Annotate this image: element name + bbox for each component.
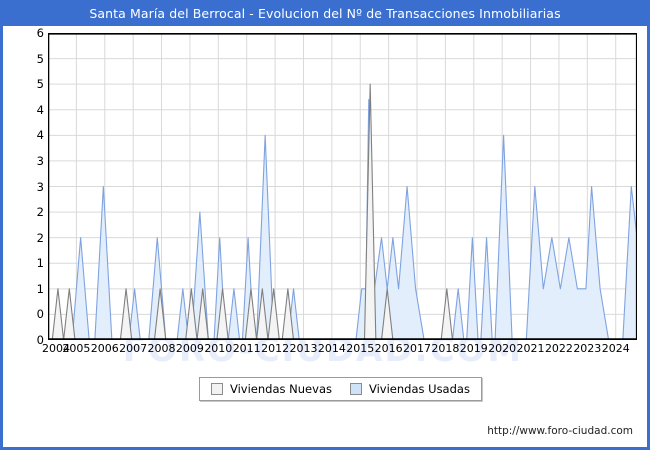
- x-axis-tick-label: 2017: [403, 342, 431, 355]
- x-axis-tick-label: 2018: [431, 342, 460, 355]
- x-axis-tick-label: 2005: [62, 342, 91, 355]
- y-axis-tick-label: 1: [36, 281, 44, 296]
- x-axis-tick-label: 2020: [488, 342, 517, 355]
- y-axis-tick-label: 0: [36, 307, 44, 322]
- x-axis-tick-label: 2014: [317, 342, 346, 355]
- x-axis-tick-label: 2023: [573, 342, 602, 355]
- legend-label-nuevas: Viviendas Nuevas: [230, 382, 332, 396]
- y-axis-tick-label: 2: [36, 230, 44, 245]
- x-axis-tick-label: 2009: [175, 342, 204, 355]
- y-axis-tick-label: 4: [36, 128, 44, 143]
- x-axis-tick-label: 2024: [601, 342, 630, 355]
- y-axis-tick-label: 5: [36, 77, 44, 92]
- x-axis-tick-label: 2007: [119, 342, 148, 355]
- y-axis-tick-label: 6: [36, 26, 44, 40]
- x-axis-tick-label: 2004: [42, 342, 70, 355]
- x-axis-tick-label: 2015: [346, 342, 375, 355]
- x-axis-tick-label: 2016: [374, 342, 403, 355]
- x-axis-tick-label: 2010: [204, 342, 233, 355]
- x-axis-labels: 2004 2005 2006 2007 2008 2009 2010 2011 2012 2013…: [42, 342, 637, 358]
- legend-item-viviendas-usadas[interactable]: Viviendas Usadas: [349, 382, 470, 396]
- chart-legend: Viviendas Nuevas Viviendas Usadas: [199, 377, 482, 401]
- y-axis-tick-label: 0: [36, 333, 44, 347]
- x-axis-tick-label: 2008: [147, 342, 176, 355]
- y-axis-tick-label: 3: [36, 153, 44, 168]
- x-axis-tick-label: 2013: [289, 342, 318, 355]
- y-axis-labels: 6 5 5 4 4 3 3 2 2 1 1 0 0: [3, 26, 44, 347]
- legend-item-viviendas-nuevas[interactable]: Viviendas Nuevas: [211, 382, 332, 396]
- x-axis-tick-label: 2006: [90, 342, 119, 355]
- y-axis-tick-label: 1: [36, 256, 44, 271]
- chart-svg: [48, 33, 637, 340]
- plot-area: [48, 33, 637, 340]
- y-axis-tick-label: 5: [36, 51, 44, 66]
- y-axis-tick-label: 4: [36, 102, 44, 117]
- source-url: http://www.foro-ciudad.com: [487, 425, 633, 437]
- legend-swatch-nuevas: [211, 383, 223, 395]
- window-title-bar: Santa María del Berrocal - Evolucion del…: [0, 0, 650, 26]
- legend-swatch-usadas: [349, 383, 362, 395]
- x-axis-tick-label: 2019: [459, 342, 488, 355]
- x-axis-tick-label: 2021: [516, 342, 545, 355]
- y-axis-tick-label: 2: [36, 205, 44, 220]
- legend-label-usadas: Viviendas Usadas: [368, 382, 470, 396]
- page-title: Santa María del Berrocal - Evolucion del…: [89, 5, 561, 21]
- x-axis-tick-label: 2011: [232, 342, 261, 355]
- x-axis-tick-label: 2022: [544, 342, 573, 355]
- x-axis-tick-label: 2012: [261, 342, 290, 355]
- y-axis-tick-label: 3: [36, 179, 44, 194]
